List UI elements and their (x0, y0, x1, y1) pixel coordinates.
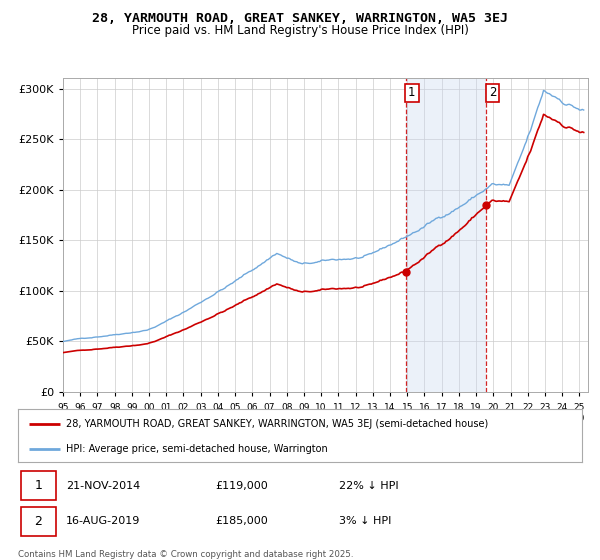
Text: 20: 20 (522, 414, 533, 423)
Text: 20: 20 (264, 414, 275, 423)
Text: 15: 15 (401, 403, 413, 412)
Text: 16: 16 (419, 403, 430, 412)
Text: 19: 19 (57, 414, 69, 423)
Text: 20: 20 (539, 414, 551, 423)
Text: 22% ↓ HPI: 22% ↓ HPI (340, 480, 399, 491)
Text: 20: 20 (470, 414, 482, 423)
Text: 21-NOV-2014: 21-NOV-2014 (66, 480, 140, 491)
Text: 20: 20 (212, 414, 224, 423)
Text: Contains HM Land Registry data © Crown copyright and database right 2025.
This d: Contains HM Land Registry data © Crown c… (18, 550, 353, 560)
Text: 20: 20 (229, 414, 241, 423)
Text: 13: 13 (367, 403, 379, 412)
Text: 18: 18 (453, 403, 464, 412)
Text: HPI: Average price, semi-detached house, Warrington: HPI: Average price, semi-detached house,… (66, 444, 328, 454)
Text: 20: 20 (195, 414, 206, 423)
Text: 11: 11 (332, 403, 344, 412)
Text: 01: 01 (161, 403, 172, 412)
Text: 20: 20 (281, 414, 292, 423)
Text: 97: 97 (92, 403, 103, 412)
Text: 20: 20 (505, 414, 516, 423)
Text: 19: 19 (92, 414, 103, 423)
Text: 02: 02 (178, 403, 189, 412)
Text: 09: 09 (298, 403, 310, 412)
Text: 21: 21 (505, 403, 516, 412)
Text: 06: 06 (247, 403, 258, 412)
Text: 20: 20 (178, 414, 189, 423)
Text: £185,000: £185,000 (215, 516, 268, 526)
Text: 20: 20 (333, 414, 344, 423)
Text: 20: 20 (574, 414, 585, 423)
Text: 25: 25 (574, 403, 585, 412)
Text: 22: 22 (522, 403, 533, 412)
FancyBboxPatch shape (21, 507, 56, 536)
Text: 1: 1 (34, 479, 42, 492)
Text: 20: 20 (143, 414, 155, 423)
Text: 20: 20 (298, 414, 310, 423)
Text: 07: 07 (264, 403, 275, 412)
Text: 05: 05 (229, 403, 241, 412)
Text: 20: 20 (453, 414, 464, 423)
Text: 96: 96 (74, 403, 86, 412)
Text: 19: 19 (74, 414, 86, 423)
Text: 19: 19 (470, 403, 482, 412)
Text: £119,000: £119,000 (215, 480, 268, 491)
Text: 04: 04 (212, 403, 224, 412)
Text: 14: 14 (385, 403, 396, 412)
Text: 20: 20 (316, 414, 327, 423)
Text: 12: 12 (350, 403, 361, 412)
Text: 99: 99 (126, 403, 137, 412)
Text: 20: 20 (556, 414, 568, 423)
Text: 16-AUG-2019: 16-AUG-2019 (66, 516, 140, 526)
Text: 1: 1 (408, 86, 416, 100)
Text: 3% ↓ HPI: 3% ↓ HPI (340, 516, 392, 526)
Text: 20: 20 (367, 414, 379, 423)
Text: 19: 19 (109, 414, 121, 423)
Text: 95: 95 (57, 403, 69, 412)
Text: 08: 08 (281, 403, 293, 412)
Text: 20: 20 (488, 403, 499, 412)
Text: 28, YARMOUTH ROAD, GREAT SANKEY, WARRINGTON, WA5 3EJ: 28, YARMOUTH ROAD, GREAT SANKEY, WARRING… (92, 12, 508, 25)
Text: 17: 17 (436, 403, 448, 412)
Text: 20: 20 (419, 414, 430, 423)
Text: 20: 20 (350, 414, 361, 423)
Text: 28, YARMOUTH ROAD, GREAT SANKEY, WARRINGTON, WA5 3EJ (semi-detached house): 28, YARMOUTH ROAD, GREAT SANKEY, WARRING… (66, 419, 488, 429)
Bar (406, 78, 487, 392)
Text: 03: 03 (195, 403, 206, 412)
Text: 23: 23 (539, 403, 551, 412)
Text: 00: 00 (143, 403, 155, 412)
Text: 2: 2 (489, 86, 497, 100)
Text: 2: 2 (34, 515, 42, 528)
Text: 19: 19 (126, 414, 137, 423)
Text: Price paid vs. HM Land Registry's House Price Index (HPI): Price paid vs. HM Land Registry's House … (131, 24, 469, 37)
Text: 10: 10 (316, 403, 327, 412)
Text: 24: 24 (557, 403, 568, 412)
Text: 98: 98 (109, 403, 121, 412)
Text: 20: 20 (161, 414, 172, 423)
Text: 20: 20 (401, 414, 413, 423)
FancyBboxPatch shape (21, 471, 56, 501)
Text: 20: 20 (385, 414, 396, 423)
Text: 20: 20 (488, 414, 499, 423)
Text: 20: 20 (247, 414, 258, 423)
Text: 20: 20 (436, 414, 448, 423)
